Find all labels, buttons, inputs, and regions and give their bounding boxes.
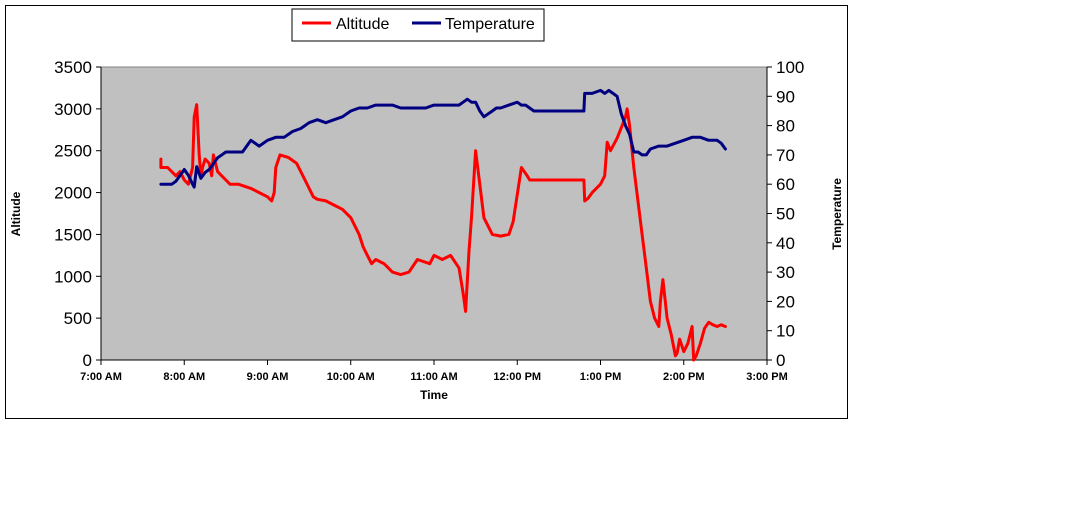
left-tick-label: 2000 [54, 184, 92, 203]
x-tick-label: 8:00 AM [163, 371, 205, 383]
left-tick-label: 3500 [54, 58, 92, 77]
right-tick-label: 40 [776, 234, 795, 253]
left-tick-label: 2500 [54, 142, 92, 161]
right-tick-label: 80 [776, 117, 795, 136]
left-tick-label: 500 [64, 309, 92, 328]
plot-area [100, 66, 768, 361]
x-tick-label: 12:00 PM [493, 371, 541, 383]
series-line-altitude [159, 103, 727, 362]
ticks-layer: 0 500 1000 1500 2000 2500 3000 3500 0 10 20 30 40 50 6… [54, 58, 804, 383]
legend: Altitude Temperature [291, 8, 545, 42]
right-axis-title: Temperature [830, 178, 844, 250]
left-tick-label: 1500 [54, 225, 92, 244]
right-tick-label: 70 [776, 146, 795, 165]
x-tick-label: 2:00 PM [663, 371, 705, 383]
x-tick-label: 3:00 PM [746, 371, 788, 383]
right-tick-label: 100 [776, 58, 804, 77]
right-tick-label: 0 [776, 351, 785, 370]
left-tick-label: 0 [83, 351, 92, 370]
right-tick-label: 30 [776, 263, 795, 282]
right-tick-label: 50 [776, 205, 795, 224]
series-line-temperature [159, 88, 727, 189]
x-tick-label: 11:00 AM [410, 371, 457, 383]
x-tick-label: 7:00 AM [80, 371, 122, 383]
chart-frame: Altitude Temperature 0 500 1000 1500 2000 250… [5, 5, 848, 419]
series-layer [159, 88, 727, 362]
right-tick-label: 20 [776, 292, 795, 311]
right-tick-label: 60 [776, 175, 795, 194]
left-axis-title: Altitude [9, 191, 23, 236]
x-tick-label: 9:00 AM [247, 371, 289, 383]
x-tick-label: 10:00 AM [327, 371, 375, 383]
right-tick-label: 10 [776, 322, 795, 341]
x-axis-title: Time [420, 388, 448, 402]
left-tick-label: 3000 [54, 100, 92, 119]
chart-svg: Altitude Temperature 0500100015002000250… [9, 8, 844, 402]
legend-altitude-label: Altitude [336, 16, 389, 33]
x-tick-label: 1:00 PM [580, 371, 622, 383]
legend-temperature-label: Temperature [445, 16, 535, 33]
left-tick-label: 1000 [54, 267, 92, 286]
right-tick-label: 90 [776, 87, 795, 106]
